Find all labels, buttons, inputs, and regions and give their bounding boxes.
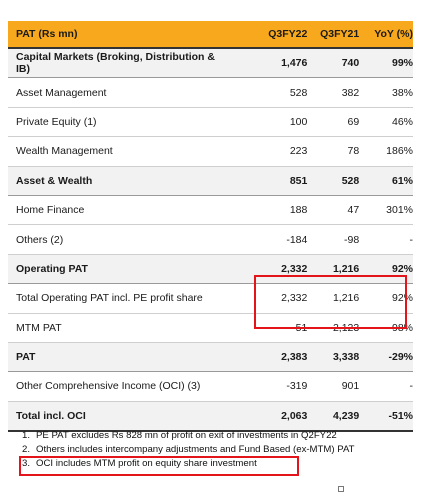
highlight-box-operating-mtm-values <box>254 275 407 329</box>
cell-q3fy21: 4,239 <box>307 401 360 433</box>
cell-q3fy21: 78 <box>307 136 360 167</box>
resize-handle-marker <box>338 486 344 492</box>
row-label: PAT <box>8 342 228 373</box>
row-label: Home Finance <box>8 195 228 226</box>
row-label: Other Comprehensive Income (OCI) (3) <box>8 371 228 402</box>
table-row: Home Finance 188 47 301% <box>8 195 413 226</box>
table-row: Capital Markets (Broking, Distribution &… <box>8 48 413 79</box>
cell-q3fy22: 2,332 <box>227 283 308 314</box>
row-label: Asset & Wealth <box>8 166 228 196</box>
footnote-number: 3. <box>22 458 31 469</box>
header-yoy: YoY (%) <box>359 21 413 49</box>
footnote-3: 3. OCI includes MTM profit on equity shar… <box>22 457 417 471</box>
header-q3fy22: Q3FY22 <box>227 21 308 49</box>
cell-yoy: 92% <box>359 283 413 314</box>
row-label: Wealth Management <box>8 136 228 167</box>
cell-yoy: 38% <box>359 77 413 108</box>
footnote-1: 1. PE PAT excludes Rs 828 mn of profit on… <box>22 429 417 443</box>
cell-yoy: 99% <box>359 48 413 79</box>
cell-yoy: 46% <box>359 107 413 138</box>
cell-q3fy22: 1,476 <box>227 48 308 79</box>
cell-yoy: 186% <box>359 136 413 167</box>
cell-yoy: 301% <box>359 195 413 226</box>
footnote-text: PE PAT excludes Rs 828 mn of profit on e… <box>36 430 337 441</box>
table-row: Total Operating PAT incl. PE profit shar… <box>8 283 413 314</box>
cell-q3fy22: -184 <box>227 224 308 255</box>
cell-yoy: 92% <box>359 254 413 285</box>
footnote-number: 2. <box>22 444 31 455</box>
cell-q3fy22: 188 <box>227 195 308 226</box>
cell-q3fy22: 2,063 <box>227 401 308 433</box>
cell-q3fy21: 1,216 <box>307 283 360 314</box>
row-label: Private Equity (1) <box>8 107 228 138</box>
row-label: MTM PAT <box>8 313 228 343</box>
header-q3fy21: Q3FY21 <box>307 21 360 49</box>
cell-q3fy21: 69 <box>307 107 360 138</box>
row-label: Total Operating PAT incl. PE profit shar… <box>8 283 228 314</box>
cell-q3fy22: 528 <box>227 77 308 108</box>
cell-q3fy21: 1,216 <box>307 254 360 285</box>
table-row: Others (2) -184 -98- <box>8 224 413 255</box>
table-row: Asset & Wealth 851 528 61% <box>8 166 413 196</box>
table-row: Operating PAT 2,332 1,216 92% <box>8 254 413 285</box>
cell-q3fy21: -98 <box>307 224 360 255</box>
row-label: Capital Markets (Broking, Distribution &… <box>8 48 228 79</box>
cell-yoy: - <box>359 371 413 402</box>
cell-q3fy22: 851 <box>227 166 308 196</box>
cell-q3fy22: -319 <box>227 371 308 402</box>
cell-q3fy21: 382 <box>307 77 360 108</box>
cell-q3fy21: 47 <box>307 195 360 226</box>
footnote-text: OCI includes MTM profit on equity share … <box>36 458 257 469</box>
cell-q3fy22: 2,383 <box>227 342 308 373</box>
cell-q3fy22: 223 <box>227 136 308 167</box>
cell-q3fy21: 740 <box>307 48 360 79</box>
table-row: Wealth Management 223 78 186% <box>8 136 413 167</box>
pat-table: PAT (Rs mn) Q3FY22 Q3FY21 YoY (%) Capita… <box>8 21 413 433</box>
table-header-row: PAT (Rs mn) Q3FY22 Q3FY21 YoY (%) <box>8 21 413 49</box>
table-row: Private Equity (1) 100 69 46% <box>8 107 413 138</box>
highlight-box-footnote-3 <box>19 456 299 476</box>
table-row: Total incl. OCI 2,063 4,239 -51% <box>8 401 413 433</box>
cell-q3fy21: 528 <box>307 166 360 196</box>
cell-q3fy21: 3,338 <box>307 342 360 373</box>
row-label: Asset Management <box>8 77 228 108</box>
row-label: Total incl. OCI <box>8 401 228 433</box>
cell-q3fy21: 901 <box>307 371 360 402</box>
footnote-2: 2. Others includes intercompany adjustmen… <box>22 443 417 457</box>
footnote-text: Others includes intercompany adjustments… <box>36 444 355 455</box>
cell-q3fy22: 100 <box>227 107 308 138</box>
cell-yoy: -29% <box>359 342 413 373</box>
cell-yoy: 61% <box>359 166 413 196</box>
cell-yoy: - <box>359 224 413 255</box>
row-label: Operating PAT <box>8 254 228 285</box>
header-pat-rs-mn: PAT (Rs mn) <box>8 21 228 49</box>
table-row: PAT 2,383 3,338 -29% <box>8 342 413 373</box>
row-label: Others (2) <box>8 224 228 255</box>
footnotes-list: 1. PE PAT excludes Rs 828 mn of profit on… <box>22 429 417 471</box>
footnote-number: 1. <box>22 430 31 441</box>
table-row: Asset Management 528 382 38% <box>8 77 413 108</box>
table-row: Other Comprehensive Income (OCI) (3) -319… <box>8 371 413 402</box>
cell-q3fy22: 2,332 <box>227 254 308 285</box>
cell-yoy: -51% <box>359 401 413 433</box>
